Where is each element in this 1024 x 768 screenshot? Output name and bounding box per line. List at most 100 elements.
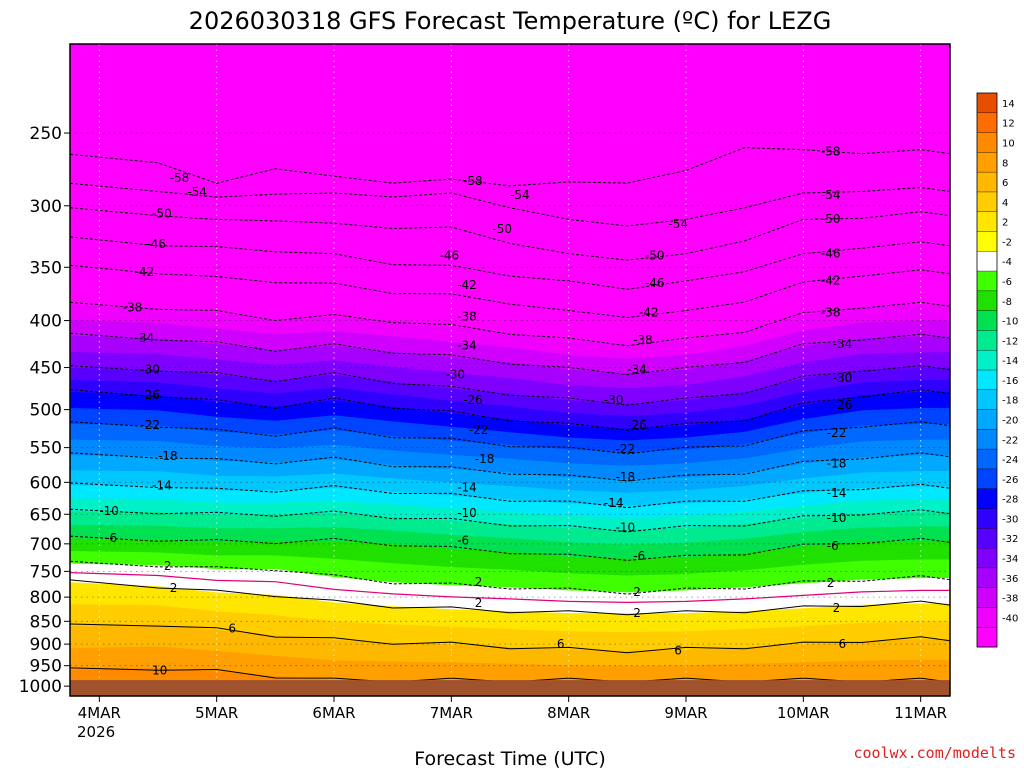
isotherm-label: -6 bbox=[827, 539, 839, 553]
y-tick-label: 800 bbox=[30, 588, 62, 608]
y-tick-label: 650 bbox=[30, 505, 62, 525]
y-tick-label: 350 bbox=[30, 258, 62, 278]
isotherm--58 bbox=[70, 147, 950, 187]
y-tick-label: 750 bbox=[30, 562, 62, 582]
colorbar-tick-label: -14 bbox=[1002, 356, 1018, 367]
colorbar-tick-label: -18 bbox=[1002, 396, 1018, 407]
isotherm-label: 2 bbox=[475, 596, 483, 610]
colorbar-tick-label: -32 bbox=[1002, 534, 1018, 545]
colorbar-tick-label: 6 bbox=[1002, 178, 1008, 189]
y-tick-label: 700 bbox=[30, 535, 62, 555]
isotherm-label: -50 bbox=[492, 222, 512, 236]
isotherm-label: -30 bbox=[445, 368, 465, 382]
isotherm-label: 6 bbox=[674, 644, 682, 658]
isotherm--2 bbox=[70, 560, 950, 595]
isotherm-label: -54 bbox=[187, 185, 207, 199]
y-tick-label: 500 bbox=[30, 401, 62, 421]
isotherm-label: 2 bbox=[833, 601, 841, 615]
isotherm-label: -30 bbox=[833, 371, 853, 385]
isotherm-label: 6 bbox=[839, 637, 847, 651]
isotherm-label: -34 bbox=[457, 339, 477, 353]
colorbar-tick-label: 10 bbox=[1002, 138, 1015, 149]
isotherm-label: -22 bbox=[469, 423, 489, 437]
x-tick-label: 8MAR bbox=[547, 704, 590, 722]
isotherm-label: -46 bbox=[146, 237, 166, 251]
colorbar-tick-label: -26 bbox=[1002, 475, 1018, 486]
isotherm--54 bbox=[70, 182, 950, 227]
isotherm-label: 2 bbox=[633, 606, 641, 620]
isotherm-label: -14 bbox=[457, 481, 477, 495]
isotherm--26 bbox=[70, 389, 950, 431]
colorbar-tick-label: -4 bbox=[1002, 257, 1012, 268]
x-tick-label: 4MAR bbox=[78, 704, 121, 722]
isotherm-label: -50 bbox=[821, 212, 841, 226]
colorbar-cell bbox=[977, 587, 997, 608]
x-axis: 4MAR 5MAR 6MAR 7MAR 8MAR 9MAR 10MAR 11MAR bbox=[78, 696, 947, 722]
colorbar-tick-label: -24 bbox=[1002, 455, 1018, 466]
x-tick-label: 7MAR bbox=[430, 704, 473, 722]
plot-frame bbox=[69, 43, 951, 697]
isotherm-label: -38 bbox=[633, 333, 653, 347]
y-tick-label: 550 bbox=[30, 439, 62, 459]
isotherm-label: -34 bbox=[135, 331, 155, 345]
isotherm-label: -42 bbox=[135, 265, 155, 279]
isotherm-label: -42 bbox=[457, 278, 477, 292]
colorbar-cell bbox=[977, 468, 997, 490]
colorbar-legend: 14 12 10 8 6 4 2 -2 -4 -6 -8 -10 -12 -14 -16 -18 -20 -22 -… bbox=[976, 92, 1018, 648]
colorbar-tick-label: -38 bbox=[1002, 594, 1018, 605]
isotherm--46 bbox=[70, 236, 950, 290]
isotherm-label: -26 bbox=[833, 398, 853, 412]
isotherm-label: -42 bbox=[821, 274, 841, 288]
y-tick-label: 400 bbox=[30, 312, 62, 332]
colorbar-tick-label: 8 bbox=[1002, 158, 1008, 169]
isotherm--30 bbox=[70, 365, 950, 406]
colorbar-cell bbox=[977, 350, 997, 371]
x-tick-label: 10MAR bbox=[777, 704, 830, 722]
colorbar-cell bbox=[977, 548, 997, 569]
isotherm-label: 2 bbox=[827, 576, 835, 590]
isotherm-2 bbox=[70, 579, 950, 616]
temperature-band bbox=[70, 145, 950, 204]
colorbar-tick-label: -8 bbox=[1002, 297, 1012, 308]
colorbar-cell bbox=[977, 449, 997, 470]
isotherm-label: -34 bbox=[627, 362, 647, 376]
isotherm-label: 6 bbox=[228, 622, 236, 636]
chart-title: 2026030318 GFS Forecast Temperature (ºC)… bbox=[189, 7, 832, 35]
x-tick-label: 5MAR bbox=[195, 704, 238, 722]
colorbar-tick-label: -22 bbox=[1002, 435, 1018, 446]
isotherm--50 bbox=[70, 207, 950, 261]
isotherm-label: 10 bbox=[152, 664, 167, 678]
isotherm-10 bbox=[70, 667, 950, 683]
isotherm-label: -38 bbox=[821, 305, 841, 319]
colorbar-tick-label: -6 bbox=[1002, 277, 1012, 288]
colorbar-tick-label: 12 bbox=[1002, 119, 1015, 130]
colorbar-cell bbox=[977, 231, 997, 252]
isotherm-label: -58 bbox=[821, 145, 841, 159]
colorbar-cell bbox=[977, 330, 997, 351]
colorbar-tick-label: 4 bbox=[1002, 198, 1008, 209]
colorbar-cell bbox=[977, 93, 997, 114]
colorbar-cell bbox=[977, 271, 997, 292]
isotherm--34 bbox=[70, 332, 950, 376]
isotherm-labels: -58 -58-58-54 -54-54-54-50-50-50-50-46-46-… bbox=[99, 145, 852, 678]
isotherm-label: 2 bbox=[164, 559, 172, 573]
x-tick-label: 11MAR bbox=[894, 704, 947, 722]
isotherm-label: -10 bbox=[827, 511, 847, 525]
colorbar-cell bbox=[977, 211, 997, 232]
isotherm-label: -54 bbox=[510, 188, 530, 202]
y-tick-label: 850 bbox=[30, 612, 62, 632]
colorbar-cell bbox=[977, 429, 997, 450]
isotherm-label: -50 bbox=[645, 249, 665, 263]
isotherm-label: -46 bbox=[645, 276, 665, 290]
isotherm-label: 2 bbox=[475, 575, 483, 589]
y-tick-label: 900 bbox=[30, 635, 62, 655]
isotherm-label: -30 bbox=[140, 362, 160, 376]
isotherm-label: -6 bbox=[633, 549, 645, 563]
isotherm-label: -14 bbox=[152, 479, 172, 493]
isotherm-label: -38 bbox=[123, 300, 143, 314]
isotherm-label: -54 bbox=[668, 217, 688, 231]
isotherm-label: -42 bbox=[639, 305, 659, 319]
plot-area: -58 -58-58-54 -54-54-54-50-50-50-50-46-46-… bbox=[70, 44, 950, 696]
isotherm-label: -14 bbox=[827, 486, 847, 500]
